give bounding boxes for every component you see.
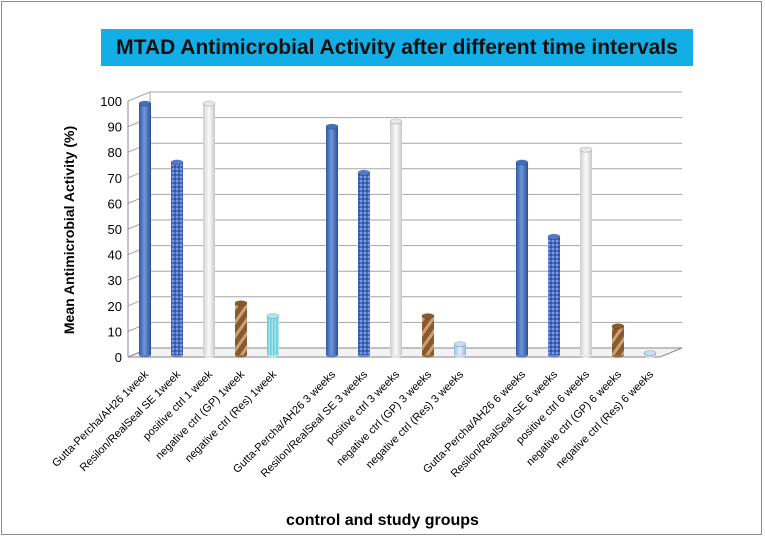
bar [579, 146, 593, 358]
y-tick-label: 0 [115, 350, 122, 365]
bar-body [358, 172, 370, 355]
y-tick-label: 60 [108, 196, 122, 211]
bar-body [454, 344, 466, 355]
bar [325, 123, 339, 358]
y-axis-ticks: 0 10 20 30 40 50 60 70 80 90 100 [100, 94, 122, 365]
x-axis-title: control and study groups [286, 512, 479, 529]
y-tick-label: 90 [108, 120, 122, 135]
bar-cap [515, 159, 529, 166]
bar-cap [453, 341, 467, 348]
bar [515, 159, 529, 358]
bar-cap [325, 123, 339, 130]
y-tick-label: 20 [108, 299, 122, 314]
bar [266, 313, 280, 358]
bar [643, 350, 657, 358]
gridline-side [127, 91, 151, 102]
bar-body [267, 316, 279, 355]
bar-body [516, 162, 528, 355]
y-tick-label: 80 [108, 145, 122, 160]
bar [357, 169, 371, 358]
bar-body [171, 162, 183, 355]
bar-body [422, 316, 434, 355]
bar-cap [389, 118, 403, 125]
bar-cap [266, 313, 280, 319]
y-tick-label: 50 [108, 222, 122, 237]
bar [547, 233, 561, 358]
bar-cap [421, 313, 435, 319]
bar-cap [611, 323, 625, 330]
bar [202, 100, 216, 358]
bar [389, 118, 403, 358]
y-tick-label: 100 [100, 94, 122, 109]
y-tick-label: 40 [108, 248, 122, 263]
bar-layer [138, 100, 657, 358]
bar-cap [202, 100, 216, 107]
bar [234, 300, 248, 358]
bar-cap [357, 169, 371, 176]
bar [421, 313, 435, 358]
bar [611, 323, 625, 358]
y-tick-label: 70 [108, 171, 122, 186]
bar [138, 100, 152, 358]
bar-body [203, 103, 215, 355]
bar-cap [643, 350, 657, 357]
bar-cap [170, 159, 184, 166]
bar [453, 341, 467, 358]
bar-body [235, 303, 247, 355]
bar-body [612, 326, 624, 355]
chart-title: MTAD Antimicrobial Activity after differ… [116, 35, 678, 59]
y-tick-label: 30 [108, 273, 122, 288]
bar-cap [579, 146, 593, 153]
bar-cap [234, 300, 248, 307]
bar-body [390, 121, 402, 355]
bar-body [580, 149, 592, 355]
y-axis-title: Mean Antimicrobial Activity (%) [61, 126, 77, 334]
bar [170, 159, 184, 358]
bar-body [326, 126, 338, 355]
bar-cap [138, 100, 152, 107]
bar-body [139, 103, 151, 355]
bar-cap [547, 233, 561, 240]
chart-title-box: MTAD Antimicrobial Activity after differ… [101, 29, 693, 66]
bar-body [548, 236, 560, 355]
x-axis-labels: Gutta-Percha/AH26 1weekResilon/RealSeal … [50, 368, 656, 480]
y-tick-label: 10 [108, 324, 122, 339]
